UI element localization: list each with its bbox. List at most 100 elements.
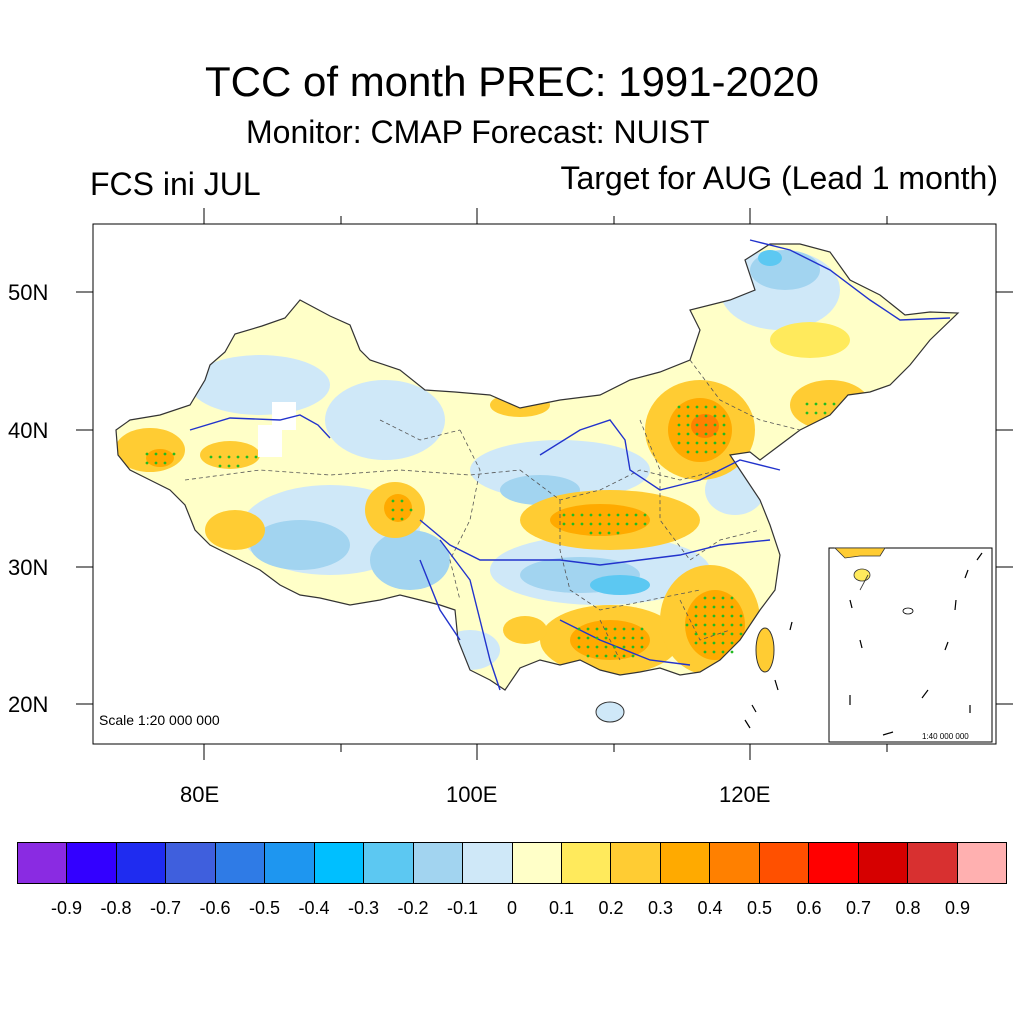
significance-dot (721, 650, 725, 654)
colorbar-box (166, 843, 216, 883)
significance-dot (695, 405, 699, 409)
significance-dot (730, 632, 734, 636)
significance-dot (586, 654, 590, 658)
colorbar-box (710, 843, 760, 883)
colorbar-box (67, 843, 117, 883)
significance-dot (712, 632, 716, 636)
significance-dot (631, 627, 635, 631)
significance-dot (562, 522, 566, 526)
significance-dot (209, 455, 213, 459)
significance-dot (616, 522, 620, 526)
significance-dot (640, 645, 644, 649)
significance-dot (598, 531, 602, 535)
significance-dot (613, 654, 617, 658)
significance-dot (686, 450, 690, 454)
significance-dot (823, 402, 827, 406)
significance-dot (730, 614, 734, 618)
colorbar-tick-label: -0.3 (347, 898, 380, 918)
chart-subtitle: Monitor: CMAP Forecast: NUIST (246, 114, 710, 150)
significance-dot (607, 531, 611, 535)
significance-dot (622, 627, 626, 631)
significance-dot (640, 627, 644, 631)
significance-dot (703, 632, 707, 636)
significance-dot (571, 522, 575, 526)
significance-dot (694, 605, 698, 609)
significance-dot (703, 641, 707, 645)
china-border (115, 243, 960, 691)
inset-scale-label: 1:40 000 000 (922, 732, 969, 741)
significance-dot (409, 508, 413, 512)
colorbar-tick-label: 0.6 (796, 898, 822, 918)
significance-dot (604, 627, 608, 631)
significance-dot (607, 522, 611, 526)
significance-dot (577, 645, 581, 649)
colorbar-tick-label: 0.9 (944, 898, 971, 918)
lon-label-100e: 100E (446, 782, 498, 807)
significance-dot (712, 605, 716, 609)
colorbar-box (314, 843, 365, 883)
significance-dot (595, 654, 599, 658)
significance-dot (154, 461, 158, 465)
significance-dot (586, 627, 590, 631)
significance-dot (616, 513, 620, 517)
significance-dot (713, 450, 717, 454)
significance-dot (722, 432, 726, 436)
colorbar-tick-label: -0.2 (397, 898, 429, 918)
significance-dot (227, 464, 231, 468)
tcc-map (76, 208, 1013, 760)
significance-dot (236, 455, 240, 459)
significance-dot (721, 596, 725, 600)
significance-dot (391, 499, 395, 503)
significance-dot (814, 411, 818, 415)
colorbar-tick-label: 0 (506, 898, 518, 918)
significance-dot (400, 517, 404, 521)
significance-dot (686, 423, 690, 427)
initialization-label: FCS ini JUL (90, 166, 261, 202)
significance-dot (631, 654, 635, 658)
significance-dot (703, 650, 707, 654)
significance-dot (580, 513, 584, 517)
significance-dot (704, 414, 708, 418)
significance-dot (562, 513, 566, 517)
colorbar-box (18, 843, 68, 883)
scale-label: Scale 1:20 000 000 (99, 712, 220, 728)
colorbar-box (512, 843, 562, 883)
dash-line-marks (744, 621, 793, 729)
significance-dot (677, 432, 681, 436)
significance-dot (823, 411, 827, 415)
colorbar-tick-label: 0.5 (746, 898, 773, 918)
significance-dot (604, 645, 608, 649)
colorbar-box (561, 843, 612, 883)
significance-dot (730, 596, 734, 600)
significance-dot (245, 455, 249, 459)
colorbar-tick-label: 0.8 (895, 898, 921, 918)
significance-dot (713, 405, 717, 409)
colorbar-box (957, 843, 1007, 883)
significance-dot (704, 423, 708, 427)
significance-dot (814, 402, 818, 406)
significance-dot (721, 623, 725, 627)
significance-dots (145, 402, 836, 658)
significance-dot (686, 414, 690, 418)
significance-dot (694, 632, 698, 636)
colorbar-box (809, 843, 859, 883)
colorbar-tick-label: -0.5 (248, 898, 281, 918)
significance-dot (598, 513, 602, 517)
significance-dot (704, 405, 708, 409)
significance-dot (721, 614, 725, 618)
significance-dot (145, 461, 149, 465)
significance-dot (236, 464, 240, 468)
colorbar-tick-label: 0.1 (548, 898, 575, 918)
lat-label-50n: 50N (8, 280, 49, 305)
lon-label-80e: 80E (180, 782, 220, 807)
significance-dot (677, 423, 681, 427)
significance-dot (713, 423, 717, 427)
significance-dot (695, 423, 699, 427)
significance-dot (677, 405, 681, 409)
significance-dot (595, 636, 599, 640)
significance-dot (218, 464, 222, 468)
significance-dot (400, 499, 404, 503)
significance-dot (694, 623, 698, 627)
significance-dot (686, 441, 690, 445)
significance-dot (712, 641, 716, 645)
